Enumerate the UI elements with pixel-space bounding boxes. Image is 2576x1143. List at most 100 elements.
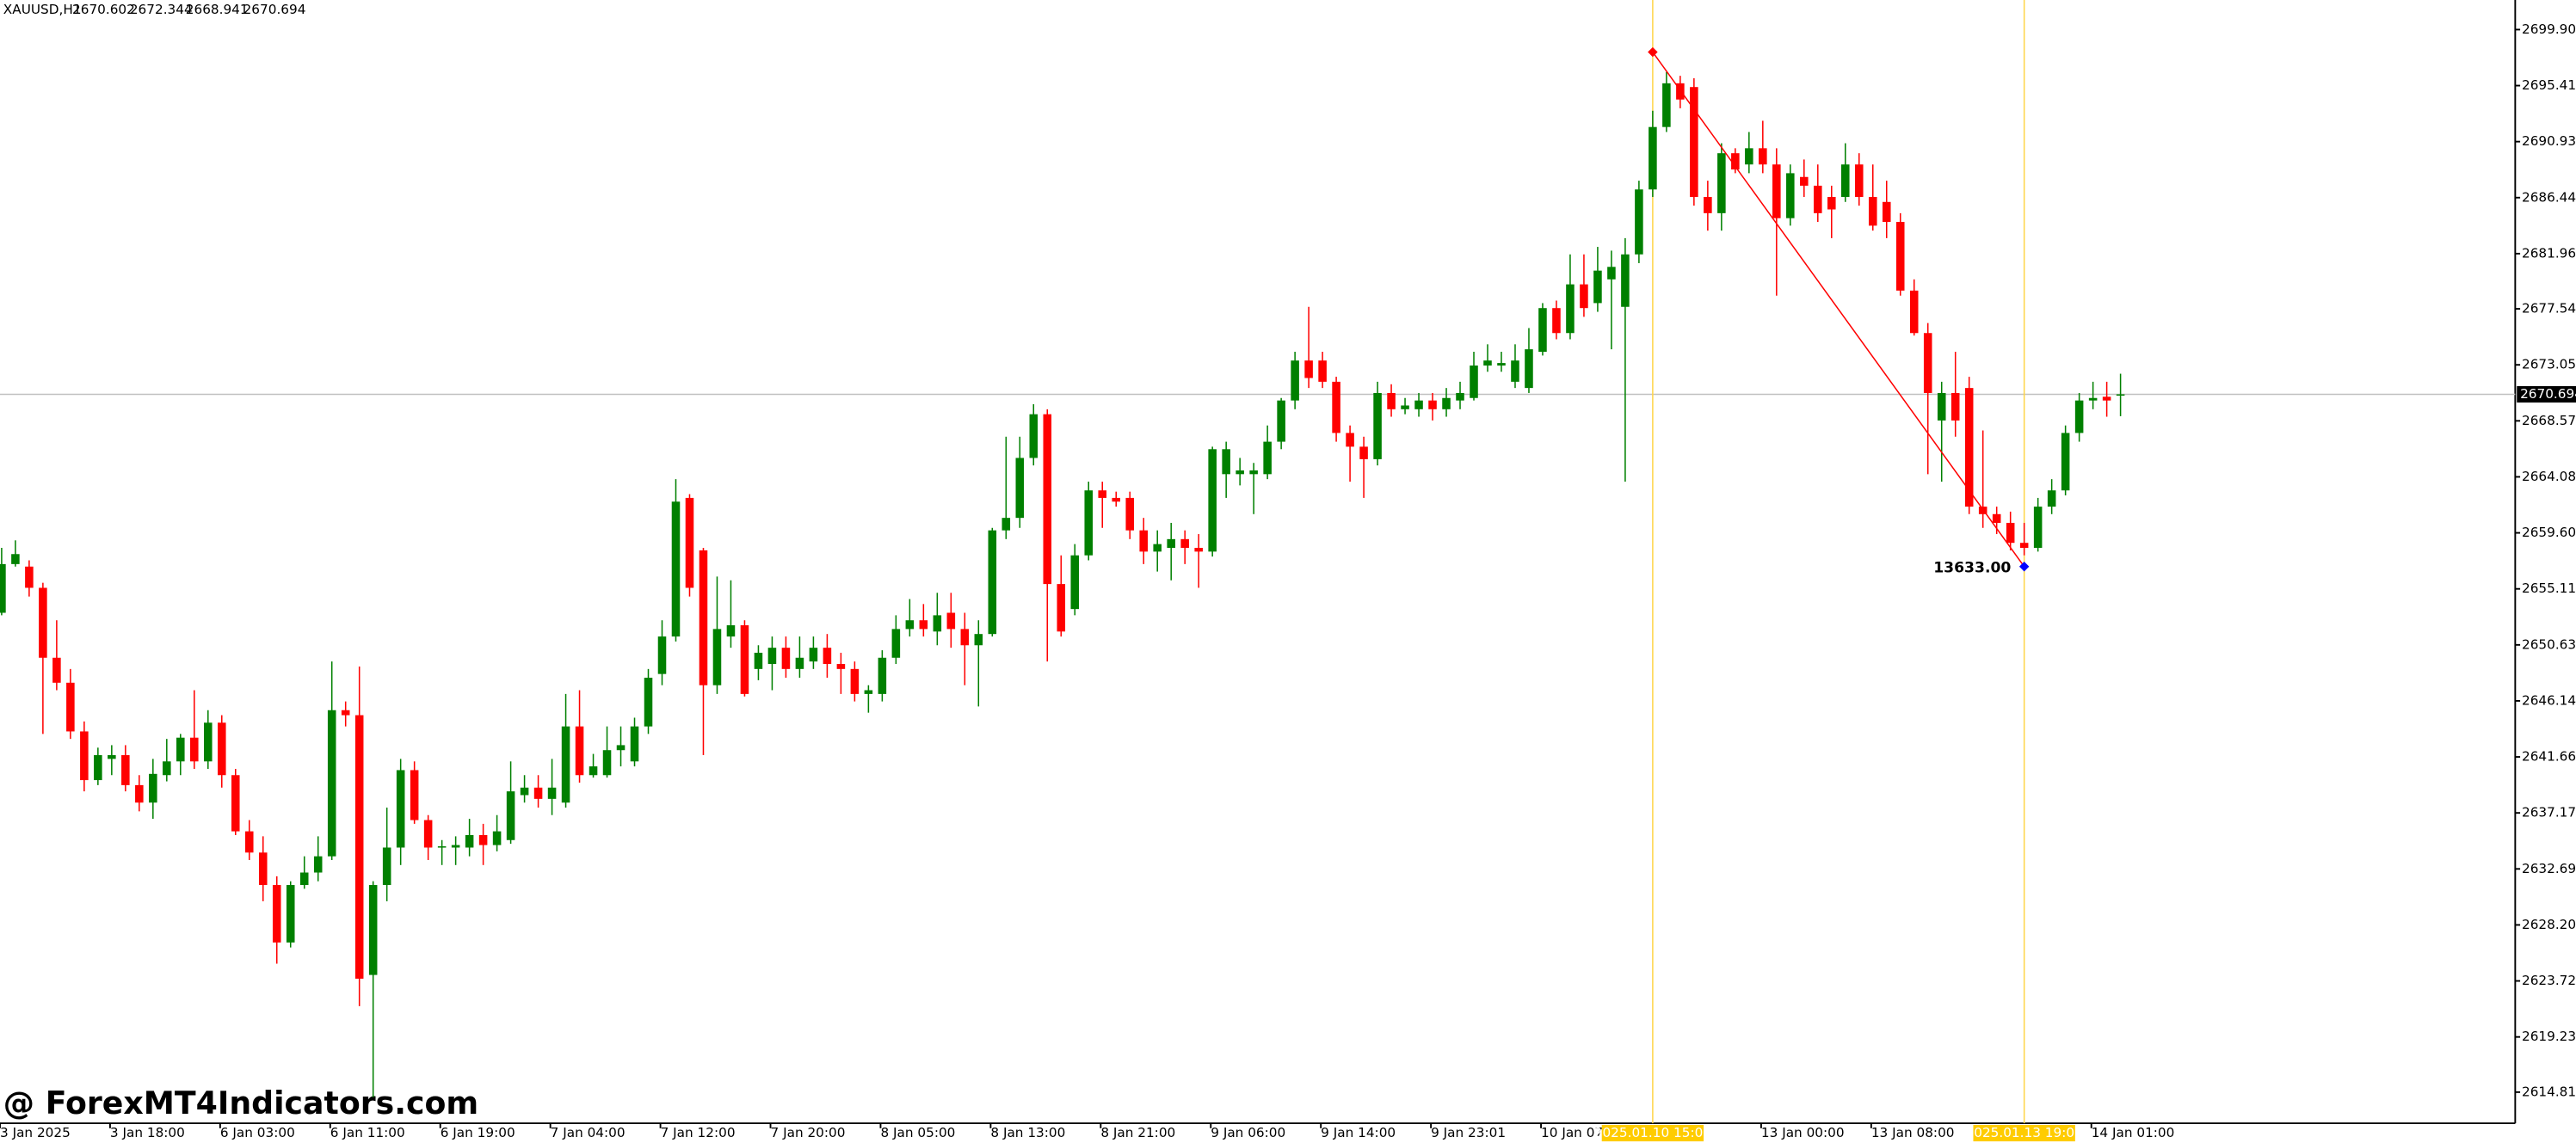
candle-body	[437, 846, 447, 848]
candle-body	[1538, 308, 1547, 353]
candle-body	[1745, 148, 1753, 165]
candle-body	[423, 820, 433, 848]
y-tick-label: 2632.690	[2522, 861, 2576, 876]
candle-body	[1552, 308, 1561, 334]
candle-body	[1854, 164, 1864, 197]
candle-body	[1621, 254, 1630, 307]
candle-body	[135, 784, 144, 803]
candle-body	[1346, 433, 1354, 447]
candle-body	[988, 530, 997, 635]
trendline-end	[2018, 562, 2030, 572]
y-tick-label: 2699.900	[2522, 22, 2576, 37]
candle-body	[244, 831, 254, 853]
candle-body	[327, 710, 336, 857]
candle-body	[1291, 360, 1299, 401]
candle-body	[1923, 333, 1932, 393]
candle-body	[39, 587, 47, 658]
candle-body	[1194, 547, 1203, 552]
candle-body	[1139, 530, 1148, 552]
y-tick-label: 2686.445	[2522, 189, 2576, 205]
candle-body	[1580, 284, 1588, 309]
candle-body	[685, 497, 694, 588]
candle-body	[946, 612, 956, 630]
x-tick-label: 13 Jan 08:00	[1871, 1125, 1955, 1140]
y-tick-label: 2668.570	[2522, 413, 2576, 428]
candle-body	[2033, 507, 2043, 548]
candle-body	[726, 625, 736, 637]
candle-body	[1497, 363, 1506, 366]
marker-label: 2025.01.13 19:00	[1966, 1125, 2083, 1140]
candle-body	[1511, 360, 1519, 382]
candle-body	[657, 636, 667, 674]
candle-body	[891, 629, 901, 658]
candle-body	[465, 834, 474, 848]
x-tick-label: 7 Jan 12:00	[661, 1125, 736, 1140]
candle-body	[712, 629, 722, 685]
candle-body	[974, 634, 983, 646]
candle-body	[1882, 201, 1891, 223]
candle-body	[602, 750, 612, 776]
candle-body	[410, 770, 419, 820]
candle-body	[1566, 284, 1575, 334]
x-tick-label: 9 Jan 06:00	[1211, 1125, 1285, 1140]
x-tick-label: 6 Jan 19:00	[441, 1125, 515, 1140]
candle-body	[478, 834, 488, 845]
marker-label: 2025.01.10 15:00	[1594, 1125, 1711, 1140]
candle-body	[1263, 441, 1272, 475]
candle-body	[121, 755, 130, 785]
y-tick-label: 2619.235	[2522, 1029, 2576, 1044]
candle-body	[218, 722, 226, 776]
candle-body	[1043, 414, 1052, 585]
candle-body	[1222, 449, 1230, 475]
price-tag-bg	[2517, 385, 2576, 403]
candle-body	[1635, 189, 1643, 255]
candle-body	[80, 731, 89, 781]
candle-body	[767, 648, 777, 665]
candle-body	[589, 766, 598, 776]
candle-body	[382, 847, 391, 886]
candle-body	[1180, 538, 1189, 548]
candle-body	[204, 722, 213, 762]
candle-body	[1772, 164, 1781, 218]
candle-body	[1208, 449, 1217, 552]
candle-body	[1483, 360, 1492, 366]
candle-body	[1950, 392, 1960, 421]
y-tick-label: 2659.600	[2522, 525, 2576, 540]
header-low: 2668.941	[186, 2, 249, 17]
candle-body	[1841, 164, 1850, 197]
candle-body	[919, 620, 928, 630]
candle-body	[1442, 397, 1451, 409]
candle-body	[1001, 518, 1011, 531]
candle-body	[1827, 196, 1836, 210]
x-tick-label: 7 Jan 20:00	[771, 1125, 846, 1140]
candle-body	[1401, 405, 1409, 409]
y-tick-label: 2646.145	[2522, 692, 2576, 708]
candle-body	[561, 726, 570, 803]
candle-body	[836, 664, 846, 669]
candle-body	[1992, 513, 2001, 523]
trendline	[1652, 52, 2025, 568]
candle-body	[11, 554, 20, 564]
candle-body	[1318, 360, 1327, 382]
x-tick-label: 6 Jan 11:00	[330, 1125, 405, 1140]
candle-body	[231, 775, 240, 832]
candle-body	[1249, 470, 1258, 475]
candle-body	[1167, 538, 1175, 548]
candle-body	[1070, 555, 1080, 610]
candle-body	[190, 737, 199, 762]
y-tick-label: 2655.115	[2522, 581, 2576, 596]
candle-body	[1112, 497, 1120, 502]
x-tick-label: 6 Jan 03:00	[220, 1125, 295, 1140]
candle-body	[1895, 222, 1905, 291]
header-close: 2670.694	[243, 2, 306, 17]
header-high: 2672.344	[130, 2, 193, 17]
y-tick-label: 2695.415	[2522, 77, 2576, 93]
candle-body	[781, 648, 791, 669]
candle-body	[313, 856, 323, 873]
candle-body	[492, 831, 502, 845]
candle-body	[1304, 360, 1313, 378]
y-tick-label: 2673.055	[2522, 357, 2576, 372]
trendline-label: 13633.00	[1933, 560, 2011, 577]
candle-body	[0, 563, 6, 613]
